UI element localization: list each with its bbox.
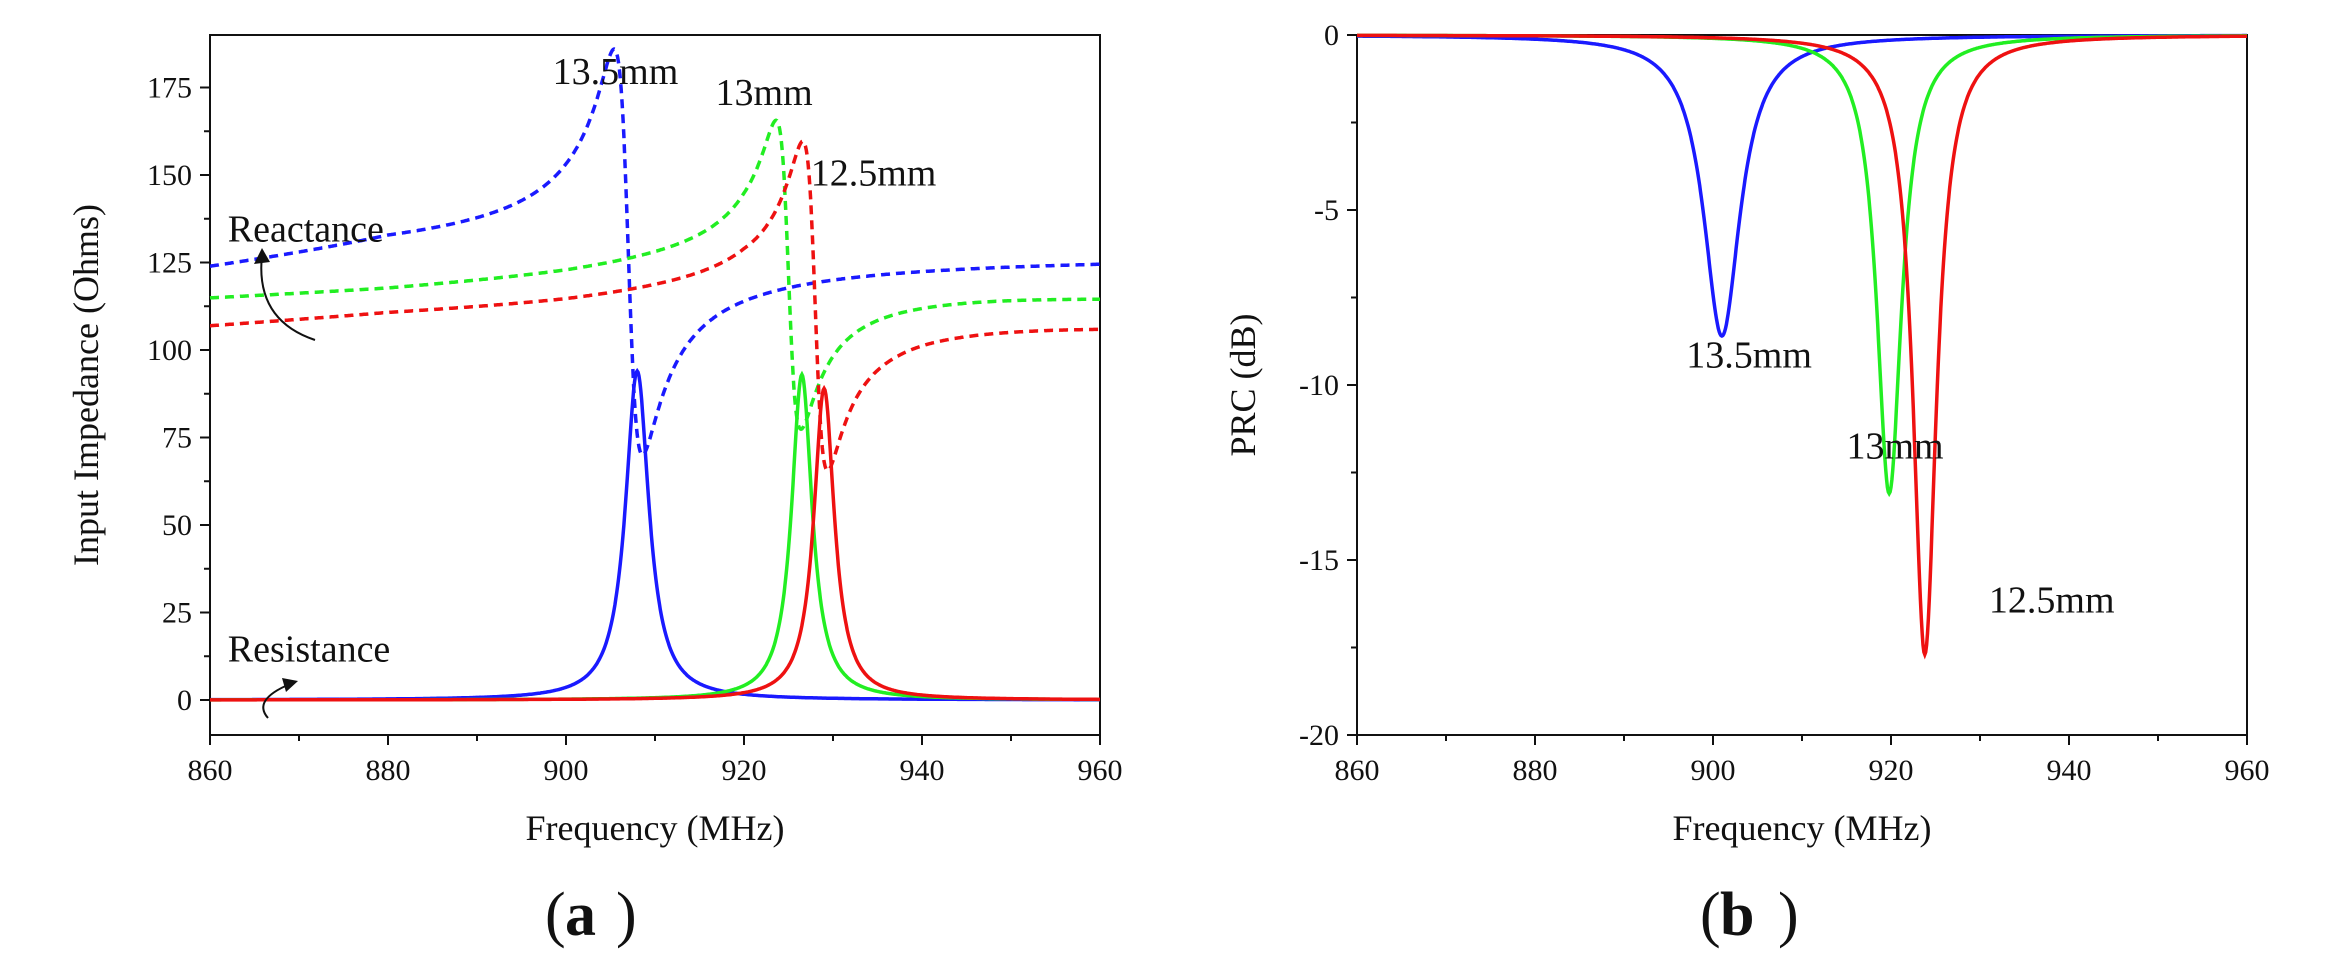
resistance-arrow-icon (262, 683, 291, 719)
x-tick-label: 900 (544, 754, 589, 787)
y-tick-label: 125 (147, 247, 192, 280)
annotation: 12.5mm (811, 153, 937, 195)
annotation: 12.5mm (1989, 580, 2115, 622)
svg-text:): ) (616, 881, 637, 949)
series-line (1357, 33, 2247, 660)
x-tick-label: 940 (900, 754, 945, 787)
chart-a-panel-letter: a (565, 881, 596, 949)
svg-text:): ) (1778, 881, 1799, 949)
annotation: 13.5mm (1686, 335, 1812, 377)
annotation: 13mm (1847, 426, 1944, 468)
annotation: Reactance (228, 209, 384, 251)
x-tick-label: 880 (1513, 754, 1558, 787)
x-tick-label: 880 (366, 754, 411, 787)
reactance-arrowhead-icon (254, 248, 270, 264)
series-line (209, 118, 1100, 432)
chart-b-ylabel: PRC (dB) (1223, 313, 1263, 456)
chart-a-arrows (254, 248, 316, 719)
annotation: 13mm (716, 72, 813, 114)
chart-a-ylabel: Input Impedance (Ohms) (66, 204, 106, 566)
x-tick-label: 860 (188, 754, 233, 787)
reactance-arrow-icon (260, 254, 316, 341)
x-tick-label: 940 (2047, 754, 2092, 787)
svg-text:(: ( (1700, 881, 1721, 949)
svg-text:(: ( (545, 881, 566, 949)
y-tick-label: 75 (162, 422, 192, 455)
chart-b-ticks: 860 880 900 920 940 960 0 -5 -10 -15 -20 (1299, 19, 2270, 787)
x-tick-label: 900 (1691, 754, 1736, 787)
series-line (210, 384, 1100, 702)
y-tick-label: 0 (1324, 19, 1339, 52)
y-tick-label: -10 (1299, 369, 1339, 402)
y-tick-label: -15 (1299, 544, 1339, 577)
y-tick-label: 0 (177, 684, 192, 717)
x-tick-label: 960 (2225, 754, 2270, 787)
chart-a-curves: 13.5mm 13mm 12.5mm Reactance Resistance (209, 47, 1101, 702)
chart-b-panel-label: ( b ) (1700, 881, 1799, 949)
chart-b: 13.5mm 13mm 12.5mm 860 880 900 920 940 960 0 -5 -1… (1223, 19, 2270, 949)
y-tick-label: 50 (162, 509, 192, 542)
x-tick-label: 960 (1078, 754, 1123, 787)
series-line (1357, 33, 2247, 498)
chart-a-xlabel: Frequency (MHz) (526, 808, 785, 848)
y-tick-label: -20 (1299, 719, 1339, 752)
y-tick-label: 25 (162, 597, 192, 630)
chart-b-frame (1356, 34, 2248, 736)
chart-a-ticks: 860 880 900 920 940 960 0 25 50 75 100 125 150 175 (147, 72, 1123, 788)
chart-b-xlabel: Frequency (MHz) (1673, 808, 1932, 848)
x-tick-label: 860 (1335, 754, 1380, 787)
chart-b-panel-letter: b (1720, 881, 1754, 949)
annotation: 13.5mm (553, 51, 679, 93)
y-tick-label: -5 (1314, 194, 1339, 227)
x-tick-label: 920 (722, 754, 767, 787)
resistance-arrowhead-icon (282, 678, 298, 692)
chart-a-panel-label: ( a ) (545, 881, 637, 949)
y-tick-label: 100 (147, 334, 192, 367)
series-line (1357, 33, 2247, 339)
y-tick-label: 175 (147, 72, 192, 105)
annotation: Resistance (228, 629, 391, 671)
y-tick-label: 150 (147, 159, 192, 192)
x-tick-label: 920 (1869, 754, 1914, 787)
chart-b-curves: 13.5mm 13mm 12.5mm (1357, 33, 2247, 660)
series-line (209, 47, 1101, 457)
